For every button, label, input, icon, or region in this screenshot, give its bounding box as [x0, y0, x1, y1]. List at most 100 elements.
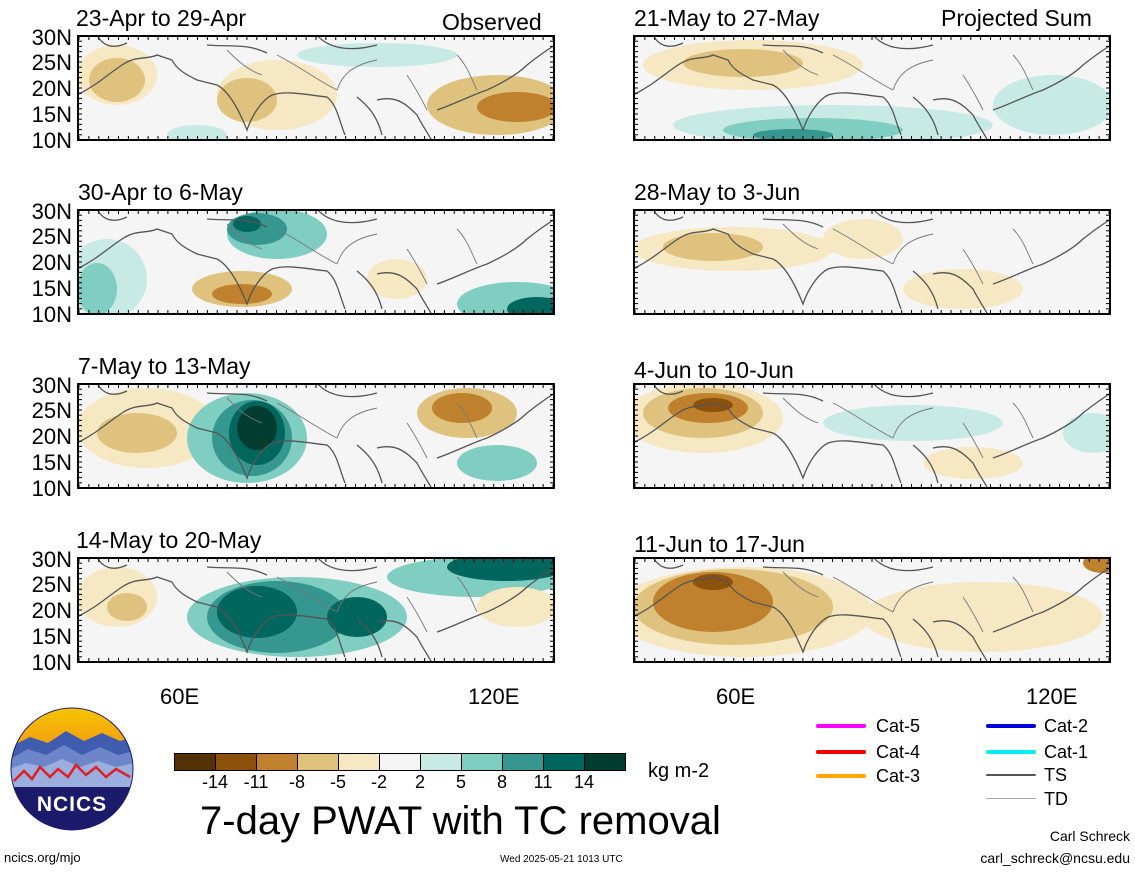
colorbar-swatch — [215, 753, 257, 771]
lat-label: 20N — [31, 76, 72, 101]
coastline — [77, 383, 555, 489]
country-border — [782, 49, 1034, 111]
legend-line-td — [986, 798, 1036, 799]
ncics-logo: NCICS — [10, 707, 134, 831]
coastline — [77, 209, 555, 315]
legend-label-cat2: Cat-2 — [1044, 716, 1089, 736]
anomaly-region — [863, 582, 1103, 652]
colorbar-tick-label: -14 — [201, 772, 228, 792]
map-panel-7 — [77, 557, 555, 663]
lat-label: 15N — [31, 450, 72, 475]
anomaly-region — [233, 216, 261, 232]
legend-label-td: TD — [1044, 789, 1068, 809]
legend-label-ts: TS — [1044, 765, 1068, 785]
colorbar-swatch — [584, 753, 626, 771]
panel-title-2: 21-May to 27-May — [634, 5, 820, 31]
lon-label-left-60e: 60E — [160, 684, 200, 709]
legend-line-cat1 — [986, 750, 1036, 754]
colorbar-tick-label: 5 — [455, 772, 466, 792]
lat-label: 20N — [31, 598, 72, 623]
map-panel-3 — [77, 209, 555, 315]
lat-label: 15N — [31, 624, 72, 649]
colorbar-swatch — [379, 753, 421, 771]
anomaly-region — [693, 574, 733, 590]
legend-line-cat5 — [816, 724, 866, 728]
anomaly-region — [823, 219, 903, 259]
legend-label-cat4: Cat-4 — [876, 742, 921, 762]
figure-title: 7-day PWAT with TC removal — [200, 799, 721, 843]
coastline — [633, 35, 1111, 141]
colorbar-swatch — [297, 753, 339, 771]
author-name: Carl Schreck — [1049, 828, 1130, 844]
lat-label: 25N — [31, 50, 72, 75]
anomaly-region — [212, 284, 272, 304]
colorbar-tick-label: -11 — [243, 772, 269, 792]
panel-tag-projected: Projected Sum — [941, 5, 1092, 31]
anomaly-region — [653, 572, 773, 632]
colorbar-tick-label: 2 — [414, 772, 425, 792]
anomaly-region — [823, 405, 1003, 441]
anomaly-region — [693, 398, 733, 412]
colorbar-swatch — [543, 753, 585, 771]
lat-label: 25N — [31, 224, 72, 249]
website-link[interactable]: ncics.org/mjo — [4, 850, 81, 865]
anomaly-region — [432, 393, 492, 423]
lat-label: 15N — [31, 276, 72, 301]
panel-title-6: 4-Jun to 10-Jun — [634, 357, 794, 383]
map-panel-1 — [77, 35, 555, 141]
colorbar-swatch — [461, 753, 503, 771]
coastline — [77, 35, 555, 141]
legend-label-cat1: Cat-1 — [1044, 742, 1089, 762]
country-border — [782, 397, 1034, 459]
country-border — [782, 223, 1034, 285]
colorbar-swatch — [174, 753, 216, 771]
panel-title-8: 11-Jun to 17-Jun — [634, 531, 805, 557]
lat-label: 20N — [31, 250, 72, 275]
anomaly-region — [107, 593, 147, 621]
lat-label: 10N — [31, 650, 72, 675]
anomaly-region — [477, 92, 555, 122]
logo-text: NCICS — [37, 793, 107, 816]
anomaly-region — [663, 233, 763, 261]
legend-line-cat3 — [816, 774, 866, 778]
colorbar-tick-label: -8 — [288, 772, 305, 792]
lat-label: 30N — [31, 547, 72, 572]
anomaly-region — [89, 58, 145, 102]
colorbar-tick-label: 8 — [496, 772, 507, 792]
map-panel-4 — [633, 209, 1111, 315]
colorbar-tick-label: -2 — [370, 772, 387, 792]
lon-label-right-120e: 120E — [1026, 684, 1078, 709]
anomaly-region — [457, 445, 537, 481]
anomaly-region — [367, 259, 427, 299]
legend-line-cat2 — [986, 724, 1036, 728]
anomaly-region — [1063, 413, 1111, 453]
anomaly-region — [167, 125, 227, 141]
colorbar-swatch — [502, 753, 544, 771]
coastline — [77, 557, 555, 663]
coastline — [633, 557, 1111, 663]
country-border — [226, 397, 478, 459]
coastline — [633, 383, 1111, 489]
panel-title-5: 7-May to 13-May — [78, 353, 251, 379]
panel-title-1: 23-Apr to 29-Apr — [76, 5, 247, 31]
anomaly-region — [297, 43, 457, 67]
country-border — [226, 571, 478, 633]
lat-label: 30N — [31, 25, 72, 50]
coastline — [633, 209, 1111, 315]
colorbar-units: kg m-2 — [648, 760, 710, 782]
colorbar-swatch — [256, 753, 298, 771]
legend-line-ts — [986, 774, 1036, 776]
lat-label: 15N — [31, 102, 72, 127]
lat-label: 10N — [31, 128, 72, 153]
author-email[interactable]: carl_schreck@ncsu.edu — [980, 850, 1130, 866]
lat-label: 10N — [31, 302, 72, 327]
map-panel-8 — [633, 557, 1111, 663]
anomaly-region — [97, 413, 177, 453]
anomaly-region — [217, 78, 277, 122]
lat-label: 20N — [31, 424, 72, 449]
country-border — [782, 571, 1034, 633]
panel-title-3: 30-Apr to 6-May — [78, 179, 243, 205]
lat-label: 25N — [31, 398, 72, 423]
timestamp: Wed 2025-05-21 1013 UTC — [500, 854, 623, 865]
colorbar-tick-label: 14 — [573, 772, 595, 792]
